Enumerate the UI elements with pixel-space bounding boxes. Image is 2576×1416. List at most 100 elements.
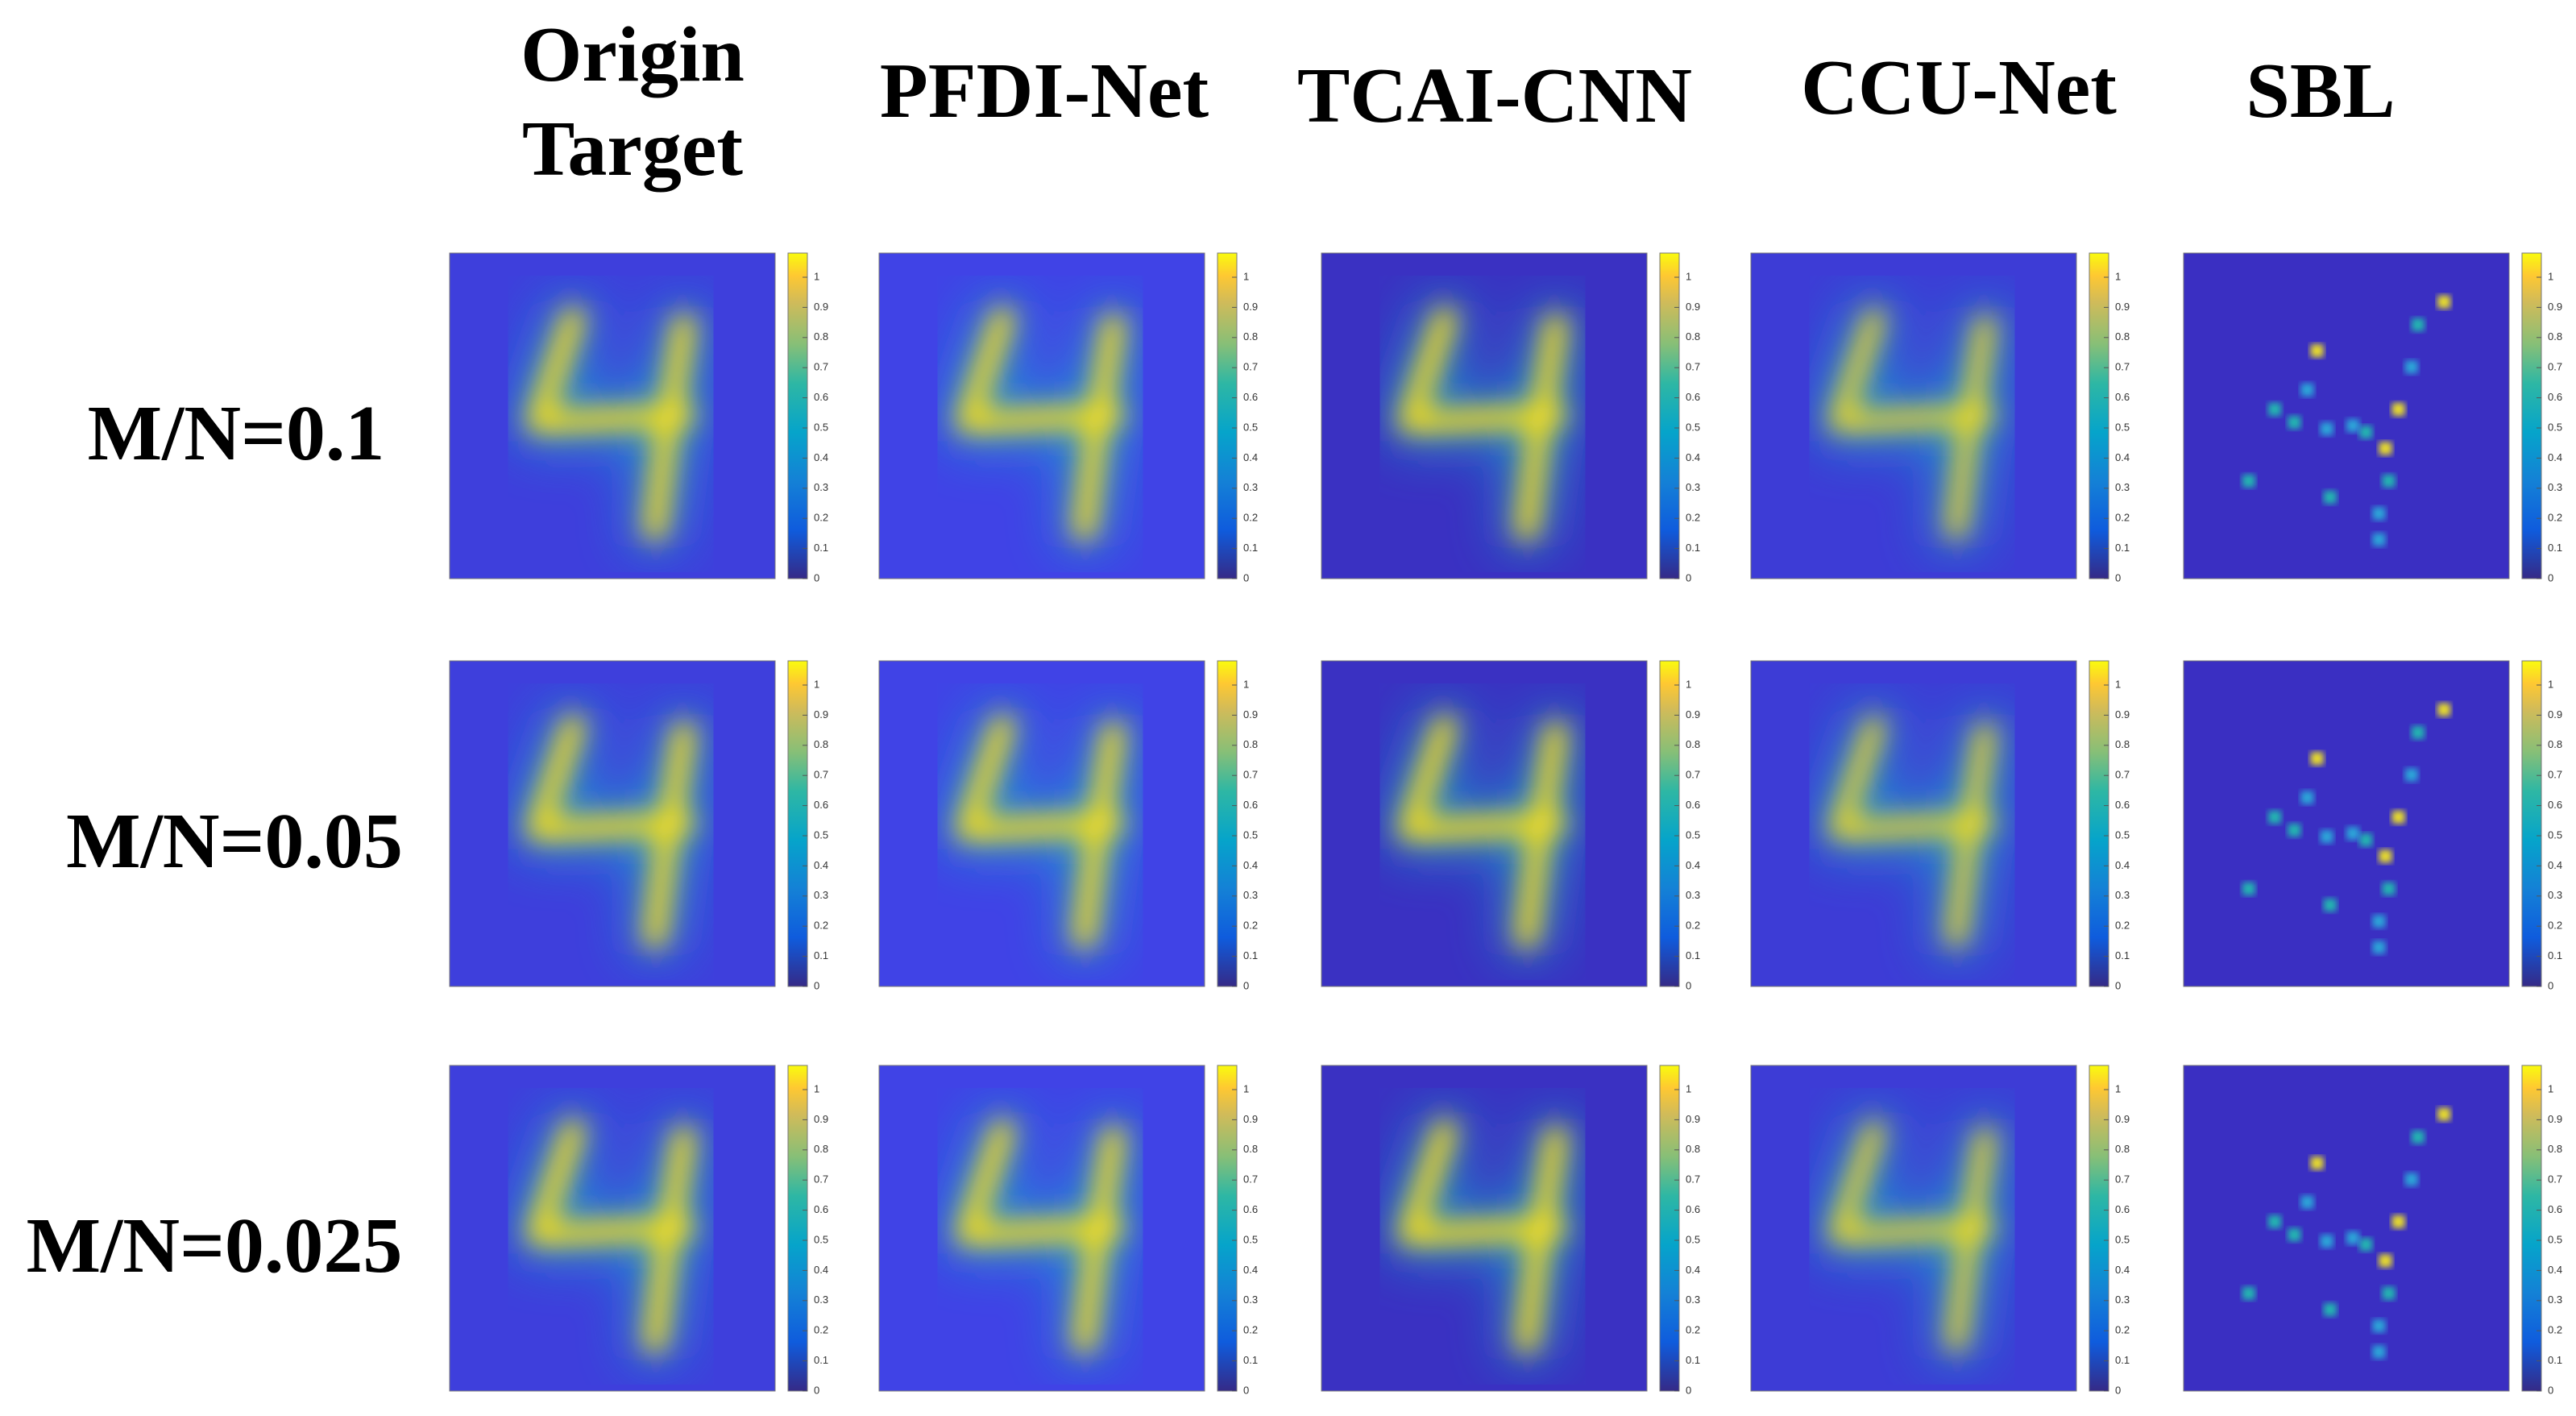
sparse-pixel (2346, 1231, 2360, 1245)
colorbar-tick-label: 0.2 (2115, 920, 2130, 932)
digit (1828, 308, 1995, 540)
heatmap-background (2183, 252, 2510, 579)
colorbar-tick-label: 0.1 (1686, 1354, 1700, 1366)
colorbar-tick-label: 0.4 (814, 859, 828, 871)
colorbar-tick-label: 0 (2548, 1384, 2553, 1396)
colorbar-tick-label: 0.5 (814, 1233, 828, 1245)
colorbar-tick-label: 0.7 (814, 361, 828, 373)
colorbar-tick-label: 0.1 (1686, 542, 1700, 554)
heatmap (2242, 703, 2451, 954)
sparse-pixel (2242, 882, 2255, 895)
colorbar (2089, 1065, 2109, 1392)
sparse-pixel (2411, 1130, 2425, 1144)
colorbar-tick-label: 0.5 (2115, 1233, 2130, 1245)
colorbar-tick-label: 0.8 (2548, 738, 2562, 750)
colorbar-tick-label: 0 (1243, 571, 1249, 583)
colorbar-tick-label: 0.9 (1243, 1113, 1258, 1125)
colorbar-tick-label: 0.9 (814, 708, 828, 720)
digit (1828, 1120, 1995, 1352)
colorbar-tick-label: 0.9 (1243, 708, 1258, 720)
colorbar-tick-label: 0.6 (2115, 1203, 2130, 1215)
sparse-pixel (2268, 402, 2282, 416)
colorbar-tick-label: 0.8 (2548, 1143, 2562, 1155)
colorbar-tick-label: 0.6 (1243, 799, 1258, 811)
digit (1397, 1119, 1568, 1354)
sparse-pixel (2242, 1286, 2255, 1300)
colorbar-tick-label: 0.3 (1243, 889, 1258, 901)
sparse-pixel (2359, 833, 2373, 847)
colorbar-tick-label: 1 (2548, 678, 2553, 690)
colorbar-tick-label: 0.8 (1243, 330, 1258, 343)
digit (525, 1119, 696, 1354)
colorbar-tick-label: 0.8 (814, 330, 828, 343)
sparse-pixel (2300, 791, 2314, 804)
colorbar-tick-label: 0.4 (1686, 451, 1700, 463)
sparse-pixel (2379, 442, 2392, 455)
colorbar (1217, 1065, 1238, 1392)
sparse-pixel (2359, 426, 2373, 439)
colorbar-tick-label: 0.8 (2548, 330, 2562, 343)
colorbar-tick-label: 0 (1243, 979, 1249, 991)
sparse-pixel (2288, 1228, 2301, 1242)
colorbar-tick-label: 0.4 (1686, 859, 1700, 871)
row-label: M/N=0.05 (66, 798, 403, 885)
colorbar-tick-label: 0.7 (1686, 769, 1700, 781)
heatmap (517, 1111, 704, 1362)
colorbar-tick-label: 1 (1686, 678, 1691, 690)
panel: 0 0.1 0.2 0.3 0.4 0.5 0.6 0.7 0.8 0.9 1 (449, 660, 828, 991)
colorbar-tick-label: 0.5 (1243, 828, 1258, 841)
sparse-pixel (2404, 1173, 2418, 1186)
colorbar-tick-label: 0.3 (814, 889, 828, 901)
colorbar-tick-label: 0.1 (1686, 949, 1700, 961)
colorbar-tick-label: 0.1 (2548, 949, 2562, 961)
colorbar-tick-label: 1 (2115, 270, 2121, 282)
colorbar-tick-label: 0.1 (1243, 949, 1258, 961)
colorbar-tick-label: 0.3 (814, 1294, 828, 1306)
sparse-pixel (2320, 830, 2333, 844)
colorbar (2089, 252, 2109, 579)
colorbar-tick-label: 0.2 (2115, 1324, 2130, 1336)
digit (1828, 716, 1995, 948)
colorbar-tick-label: 0.3 (2115, 481, 2130, 493)
colorbar-tick-label: 0.1 (1243, 542, 1258, 554)
colorbar-tick-label: 0.2 (1686, 1324, 1700, 1336)
colorbar-tick-label: 0.1 (814, 949, 828, 961)
colorbar-tick-label: 0 (2115, 1384, 2121, 1396)
colorbar-tick-label: 1 (1243, 1082, 1249, 1094)
colorbar-tick-label: 0.6 (1686, 799, 1700, 811)
sparse-pixel (2391, 810, 2405, 824)
colorbar-tick-label: 0.7 (1686, 1173, 1700, 1186)
colorbar-tick-label: 1 (2115, 678, 2121, 690)
sparse-pixel (2320, 422, 2333, 436)
heatmap (517, 298, 704, 550)
panel: 0 0.1 0.2 0.3 0.4 0.5 0.6 0.7 0.8 0.9 1 (878, 660, 1258, 991)
colorbar-tick-label: 0.6 (2115, 799, 2130, 811)
colorbar-tick-label: 0.7 (1243, 361, 1258, 373)
colorbar-tick-label: 0 (814, 571, 819, 583)
colorbar-tick-label: 0.3 (1243, 1294, 1258, 1306)
colorbar-tick-label: 0.3 (1243, 481, 1258, 493)
column-header: SBL (2246, 48, 2395, 135)
sparse-pixel (2382, 882, 2396, 895)
colorbar-tick-label: 0.7 (2548, 361, 2562, 373)
heatmap (947, 298, 1134, 550)
colorbar-tick-label: 0.4 (1243, 859, 1258, 871)
colorbar-tick-label: 0.6 (2548, 1203, 2562, 1215)
panel: 0 0.1 0.2 0.3 0.4 0.5 0.6 0.7 0.8 0.9 1 (878, 252, 1258, 583)
colorbar-tick-label: 1 (1243, 270, 1249, 282)
sparse-pixel (2310, 1156, 2324, 1170)
sparse-pixel (2310, 344, 2324, 358)
colorbar-tick-label: 0.9 (1686, 301, 1700, 313)
colorbar-tick-label: 0.9 (1243, 301, 1258, 313)
colorbar-tick-label: 0.8 (2115, 1143, 2130, 1155)
colorbar-tick-label: 0.4 (2548, 1264, 2562, 1276)
colorbar-tick-label: 0.5 (2115, 421, 2130, 433)
colorbar-tick-label: 0.1 (814, 542, 828, 554)
colorbar-tick-label: 0.5 (2115, 828, 2130, 841)
colorbar-tick-label: 0 (2548, 571, 2553, 583)
sparse-pixel (2242, 474, 2255, 488)
colorbar-tick-label: 1 (2548, 270, 2553, 282)
colorbar-tick-label: 0.2 (2548, 920, 2562, 932)
digit (1397, 306, 1568, 542)
colorbar-tick-label: 0 (1686, 571, 1691, 583)
